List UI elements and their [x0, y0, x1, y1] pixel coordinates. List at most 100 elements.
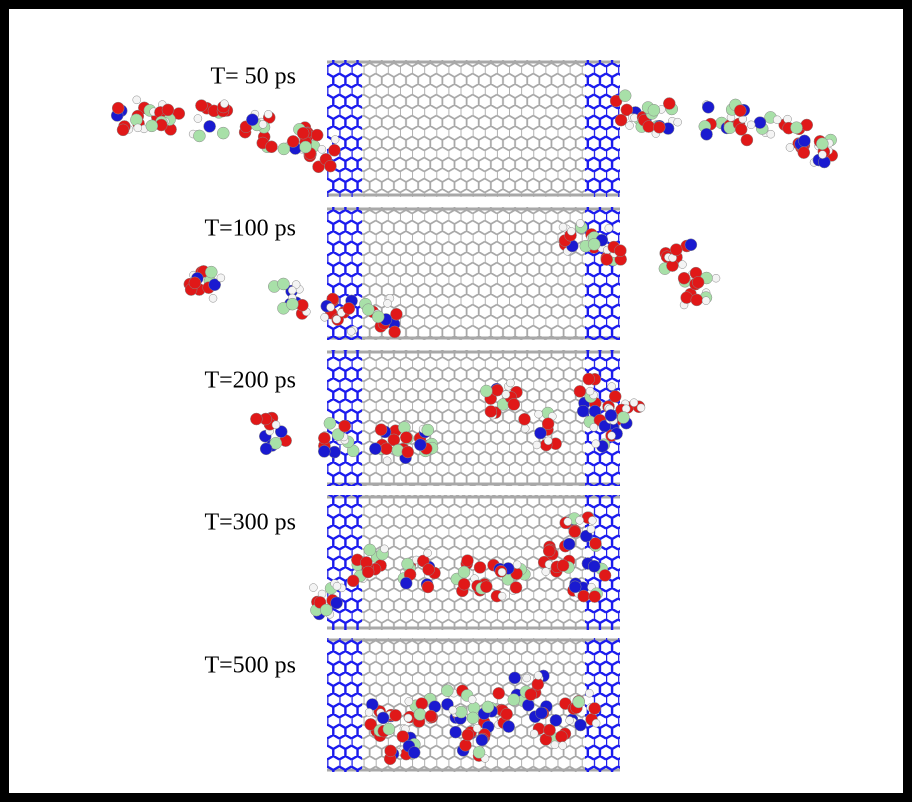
- atom: [608, 432, 616, 440]
- atom: [589, 702, 601, 714]
- atom: [321, 313, 329, 321]
- atom: [485, 405, 497, 417]
- atom: [288, 286, 296, 294]
- atom: [385, 745, 397, 757]
- atom: [564, 518, 572, 526]
- atom: [588, 238, 600, 250]
- atom: [530, 730, 538, 738]
- atom: [482, 701, 494, 713]
- atom: [458, 578, 470, 590]
- atom: [324, 160, 336, 172]
- atom: [383, 457, 391, 465]
- atom: [701, 128, 713, 140]
- atom: [535, 707, 547, 719]
- atom: [193, 130, 205, 142]
- atom: [559, 742, 567, 750]
- atom: [383, 723, 395, 735]
- atom: [297, 127, 309, 139]
- molecule: [642, 98, 682, 138]
- atom: [333, 315, 341, 323]
- atom: [508, 694, 520, 706]
- atom: [467, 712, 479, 724]
- atom: [608, 383, 616, 391]
- atom: [523, 674, 531, 682]
- atom: [735, 123, 747, 135]
- atom: [592, 440, 600, 448]
- atom: [468, 696, 476, 704]
- atom: [331, 597, 343, 609]
- atom: [220, 100, 228, 108]
- atom: [615, 114, 627, 126]
- atom: [498, 592, 506, 600]
- atom: [250, 413, 262, 425]
- atom: [507, 379, 515, 387]
- atom: [601, 254, 613, 266]
- atom: [784, 115, 792, 123]
- atom: [260, 443, 272, 455]
- atom: [384, 299, 392, 307]
- atom: [630, 399, 638, 407]
- time-label: T=100 ps: [204, 216, 296, 242]
- atom: [390, 709, 402, 721]
- atom: [400, 431, 412, 443]
- atom: [678, 272, 690, 284]
- atom: [588, 560, 600, 572]
- atom: [365, 708, 373, 716]
- atom: [587, 525, 595, 533]
- atom: [702, 101, 714, 113]
- nanotube-end: [585, 60, 620, 197]
- atom: [691, 294, 703, 306]
- atom: [189, 277, 201, 289]
- atom: [605, 409, 617, 421]
- atom: [532, 678, 544, 690]
- atom: [767, 130, 775, 138]
- atom: [692, 276, 704, 288]
- atom: [609, 390, 621, 402]
- atom: [369, 443, 381, 455]
- atom: [569, 526, 581, 538]
- atom: [217, 274, 225, 282]
- atom: [402, 558, 414, 570]
- atom: [318, 145, 326, 153]
- atom: [277, 278, 289, 290]
- atom: [362, 304, 374, 316]
- atom: [311, 129, 323, 141]
- atom: [209, 294, 217, 302]
- atom: [574, 719, 586, 731]
- atom: [586, 387, 594, 395]
- nanotube-end: [327, 60, 362, 197]
- snapshot-panel: T=200 ps: [204, 350, 645, 486]
- atom: [331, 136, 339, 144]
- atom: [389, 326, 401, 338]
- atom: [117, 124, 129, 136]
- atom: [372, 311, 384, 323]
- atom: [685, 239, 697, 251]
- atom: [400, 577, 412, 589]
- atom: [551, 741, 559, 749]
- atom: [318, 445, 330, 457]
- atom: [747, 121, 755, 129]
- atom: [328, 144, 340, 156]
- atom: [112, 102, 124, 114]
- atom: [194, 115, 202, 123]
- atom: [286, 298, 298, 310]
- atom: [734, 105, 746, 117]
- atom: [347, 327, 355, 335]
- atom: [702, 297, 710, 305]
- atom: [347, 575, 359, 587]
- atom: [480, 385, 492, 397]
- atom: [264, 110, 272, 118]
- atom: [491, 384, 503, 396]
- atom: [533, 441, 541, 449]
- snapshot-panel: T=100 ps: [184, 207, 720, 340]
- atom: [648, 104, 660, 116]
- atom: [133, 96, 141, 104]
- atom: [578, 590, 590, 602]
- atom: [217, 127, 229, 139]
- atom: [577, 405, 589, 417]
- atom: [563, 538, 575, 550]
- atom: [246, 114, 258, 126]
- nanotube-body: [327, 60, 620, 197]
- atom: [266, 141, 278, 153]
- atom: [544, 437, 552, 445]
